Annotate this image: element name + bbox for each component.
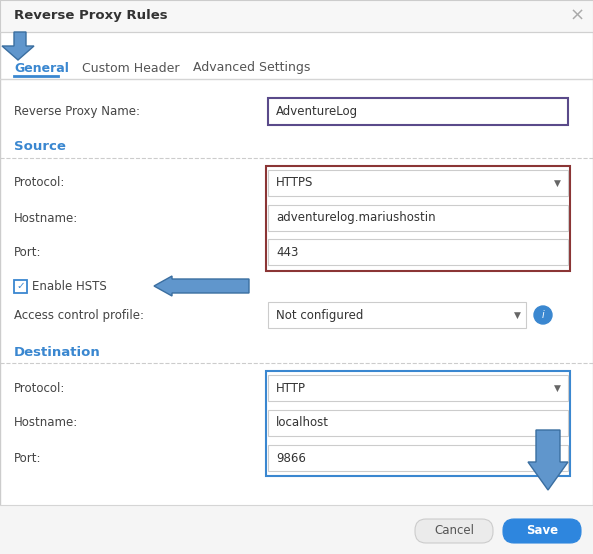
Bar <box>268 98 568 125</box>
FancyBboxPatch shape <box>503 519 581 543</box>
Text: Port:: Port: <box>14 452 42 464</box>
Text: 443: 443 <box>276 245 298 259</box>
Text: ×: × <box>569 7 585 25</box>
Bar <box>268 302 526 328</box>
Bar <box>0 0 593 32</box>
Text: Destination: Destination <box>14 346 101 358</box>
Polygon shape <box>528 430 568 490</box>
Bar <box>268 170 568 196</box>
Bar <box>0 505 593 554</box>
Polygon shape <box>2 32 34 60</box>
Text: ✓: ✓ <box>16 281 25 291</box>
Text: Not configured: Not configured <box>276 309 364 321</box>
Text: i: i <box>541 310 544 320</box>
Text: Custom Header: Custom Header <box>82 61 180 74</box>
Text: HTTP: HTTP <box>276 382 306 394</box>
Bar <box>266 166 570 271</box>
Text: Enable HSTS: Enable HSTS <box>32 280 107 294</box>
Text: General: General <box>14 61 69 74</box>
Bar <box>266 371 570 476</box>
Bar <box>268 445 568 471</box>
FancyBboxPatch shape <box>415 519 493 543</box>
Text: Hostname:: Hostname: <box>14 212 78 224</box>
Text: localhost: localhost <box>276 417 329 429</box>
Bar <box>268 410 568 436</box>
Text: Port:: Port: <box>14 245 42 259</box>
Text: Hostname:: Hostname: <box>14 417 78 429</box>
Text: Save: Save <box>526 525 558 537</box>
Text: Advanced Settings: Advanced Settings <box>193 61 310 74</box>
Bar <box>268 239 568 265</box>
Text: Cancel: Cancel <box>434 525 474 537</box>
Text: Reverse Proxy Rules: Reverse Proxy Rules <box>14 9 168 23</box>
Circle shape <box>534 306 552 324</box>
Text: Reverse Proxy Name:: Reverse Proxy Name: <box>14 105 140 119</box>
Text: AdventureLog: AdventureLog <box>276 105 358 119</box>
Text: HTTPS: HTTPS <box>276 177 313 189</box>
Text: Source: Source <box>14 141 66 153</box>
Text: ▼: ▼ <box>553 178 560 187</box>
Polygon shape <box>154 276 249 296</box>
Text: adventurelog.mariushostin: adventurelog.mariushostin <box>276 212 436 224</box>
Text: ▼: ▼ <box>553 383 560 392</box>
Text: 9866: 9866 <box>276 452 306 464</box>
Text: Protocol:: Protocol: <box>14 382 65 394</box>
Text: ▼: ▼ <box>514 310 521 320</box>
Bar <box>268 375 568 401</box>
Text: Access control profile:: Access control profile: <box>14 309 144 321</box>
Bar <box>268 205 568 231</box>
Bar <box>14 280 27 293</box>
Text: Protocol:: Protocol: <box>14 177 65 189</box>
